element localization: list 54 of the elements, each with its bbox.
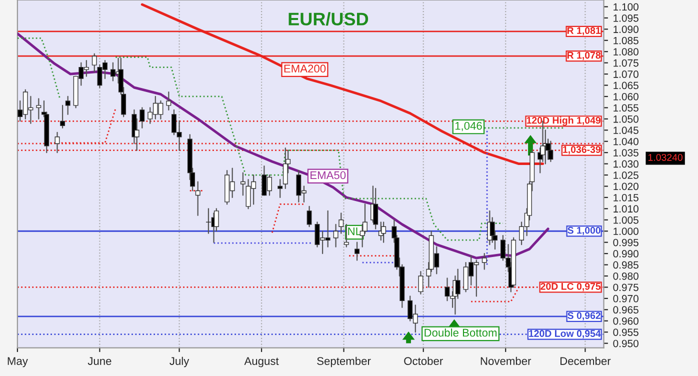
y-tick-label: 0.970 bbox=[613, 294, 638, 302]
y-tick-label: 1.025 bbox=[614, 172, 638, 179]
ref-line-label: R 1,078 bbox=[567, 52, 601, 60]
ref-line-label: R 1,081 bbox=[567, 27, 601, 36]
annotation: EMA200 bbox=[284, 64, 326, 73]
y-tick-label: 1.090 bbox=[614, 26, 638, 34]
x-tick-label: October bbox=[404, 356, 443, 365]
annotation: EMA50 bbox=[310, 171, 346, 180]
x-tick-label: December bbox=[560, 356, 611, 365]
y-tick-label: 0.965 bbox=[613, 306, 638, 314]
ref-line-label: 20D LC 0,975 bbox=[540, 282, 601, 292]
y-tick-label: 1.060 bbox=[614, 92, 638, 100]
x-tick-label: June bbox=[88, 357, 112, 365]
ref-line-label: S 0,962 bbox=[568, 312, 600, 320]
y-tick-label: 0.950 bbox=[613, 340, 638, 348]
ref-line-label: 120D Low 0,954 bbox=[529, 330, 601, 338]
y-tick-label: 1.065 bbox=[614, 82, 638, 90]
text: 1.03240 bbox=[648, 154, 683, 161]
annotation: Double Bottom bbox=[424, 328, 497, 337]
y-tick-label: 0.980 bbox=[613, 272, 638, 280]
y-tick-label: 1.075 bbox=[614, 59, 638, 67]
annotation: NL bbox=[348, 227, 362, 236]
y-tick-label: 1.005 bbox=[614, 216, 638, 224]
ref-line-label: 1,036-39 bbox=[563, 146, 600, 154]
y-tick-label: 1.035 bbox=[614, 149, 638, 156]
x-tick-label: August bbox=[244, 357, 279, 368]
y-tick-label: 0.960 bbox=[613, 317, 638, 325]
y-tick-label: 0.955 bbox=[613, 328, 638, 336]
y-tick-label: 0.975 bbox=[613, 284, 638, 292]
y-tick-label: 1.045 bbox=[614, 126, 638, 134]
y-tick-label: 1.100 bbox=[614, 3, 638, 11]
text: EUR/USD bbox=[288, 12, 368, 26]
x-tick-label: September bbox=[317, 356, 371, 368]
y-tick-label: 1.070 bbox=[614, 70, 638, 78]
y-tick-label: 1.015 bbox=[614, 194, 638, 202]
y-tick-label: 1.080 bbox=[614, 48, 638, 56]
y-tick-label: 0.985 bbox=[613, 261, 638, 269]
y-tick-label: 0.995 bbox=[613, 238, 638, 246]
y-tick-label: 1.010 bbox=[614, 205, 638, 213]
ref-line-label: S 1,000 bbox=[568, 226, 600, 236]
y-tick-label: 1.085 bbox=[614, 36, 638, 44]
y-tick-label: 1.000 bbox=[614, 228, 638, 235]
y-tick-label: 1.040 bbox=[614, 138, 638, 146]
y-tick-label: 1.095 bbox=[614, 14, 638, 22]
ref-line-label: 120D High 1,049 bbox=[526, 116, 600, 126]
y-tick-label: 1.030 bbox=[614, 160, 638, 168]
annotation: 1,046 bbox=[455, 122, 482, 132]
y-tick-label: 1.020 bbox=[614, 182, 638, 190]
y-tick-label: 0.990 bbox=[613, 250, 638, 258]
y-tick-label: 1.055 bbox=[614, 104, 638, 112]
x-tick-label: November bbox=[480, 356, 532, 365]
x-tick-label: May bbox=[8, 357, 28, 368]
y-tick-label: 1.050 bbox=[614, 115, 638, 123]
x-tick-label: July bbox=[170, 356, 190, 368]
